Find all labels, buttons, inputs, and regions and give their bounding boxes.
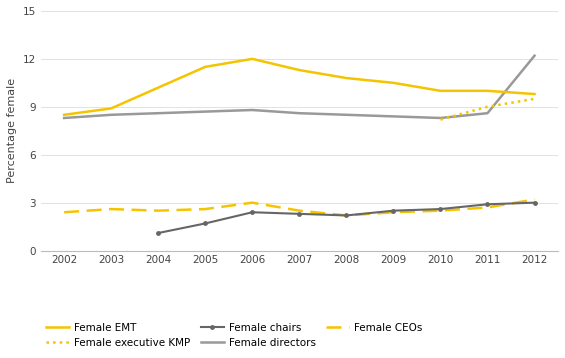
Y-axis label: Percentage female: Percentage female [7,78,17,183]
Legend: Female EMT, Female executive KMP, Female chairs, Female directors, Female CEOs: Female EMT, Female executive KMP, Female… [46,323,423,348]
